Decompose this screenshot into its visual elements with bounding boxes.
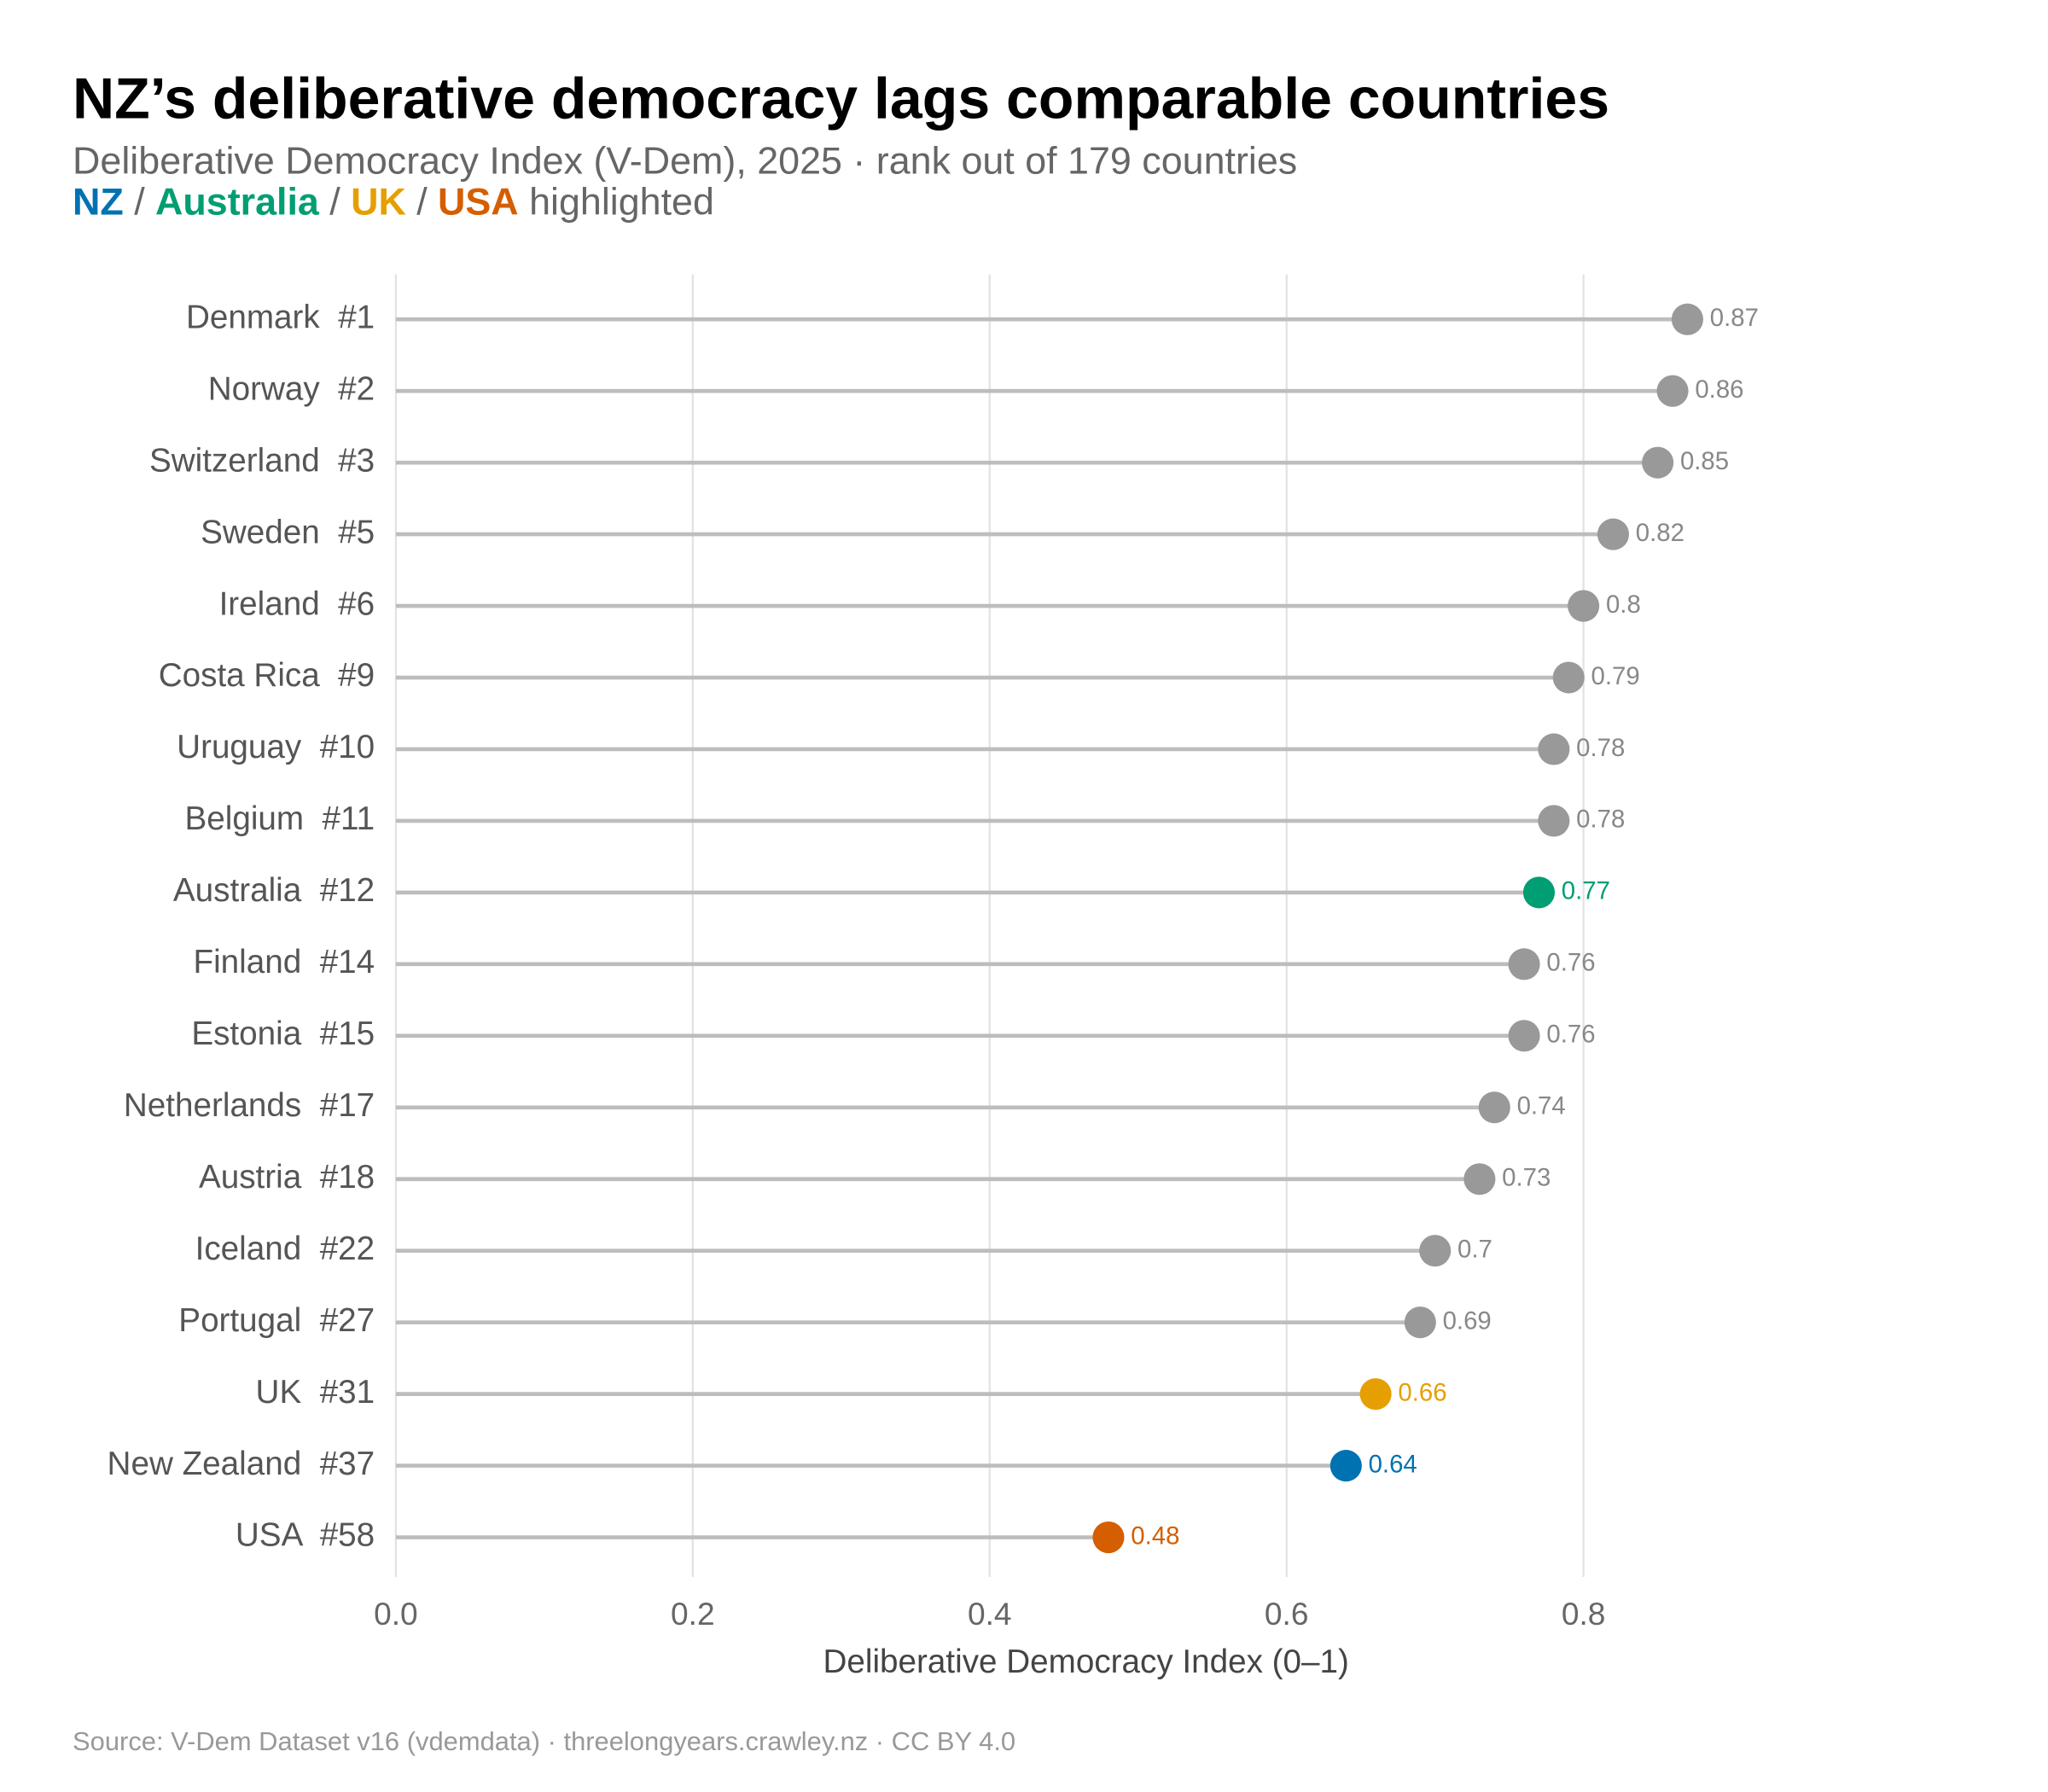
y-tick-label: Ireland #6 bbox=[219, 585, 375, 622]
x-tick-label: 0.0 bbox=[374, 1596, 418, 1632]
highlight-suffix: highlighted bbox=[529, 180, 714, 224]
y-tick-label: Estonia #15 bbox=[191, 1015, 375, 1052]
dot bbox=[1508, 948, 1540, 980]
dot bbox=[1568, 590, 1600, 622]
highlight-name: Australia bbox=[155, 180, 320, 224]
dot bbox=[1642, 446, 1674, 479]
y-tick-label: Norway #2 bbox=[208, 370, 375, 407]
y-tick-label: USA #58 bbox=[236, 1517, 375, 1554]
value-label: 0.85 bbox=[1680, 447, 1729, 475]
dot bbox=[1092, 1521, 1125, 1554]
dot bbox=[1552, 661, 1585, 694]
y-tick-label: Austria #18 bbox=[199, 1159, 375, 1196]
dot bbox=[1404, 1306, 1436, 1339]
dot bbox=[1329, 1450, 1362, 1482]
dot bbox=[1508, 1020, 1540, 1052]
value-label: 0.73 bbox=[1502, 1164, 1551, 1192]
caption: Source: V-Dem Dataset v16 (vdemdata) · t… bbox=[73, 1726, 1015, 1756]
y-tick-label: Denmark #1 bbox=[186, 299, 375, 335]
value-label: 0.76 bbox=[1546, 1021, 1595, 1049]
value-label: 0.69 bbox=[1443, 1306, 1492, 1335]
dot bbox=[1478, 1091, 1510, 1124]
chart-subtitle: Deliberative Democracy Index (V-Dem), 20… bbox=[73, 139, 1297, 183]
value-label: 0.77 bbox=[1562, 877, 1610, 905]
x-tick-label: 0.8 bbox=[1562, 1596, 1606, 1632]
x-tick-label: 0.4 bbox=[968, 1596, 1012, 1632]
value-label: 0.86 bbox=[1695, 375, 1743, 404]
y-tick-label: UK #31 bbox=[256, 1374, 375, 1411]
dot bbox=[1538, 805, 1570, 837]
highlight-name: USA bbox=[438, 180, 519, 224]
dot bbox=[1359, 1378, 1392, 1411]
y-tick-label: Uruguay #10 bbox=[177, 729, 375, 765]
dot bbox=[1522, 876, 1556, 909]
separator: / bbox=[329, 180, 340, 224]
y-tick-label: Iceland #22 bbox=[195, 1231, 375, 1267]
value-label: 0.74 bbox=[1517, 1092, 1566, 1120]
value-label: 0.76 bbox=[1546, 949, 1595, 977]
y-tick-label: Costa Rica #9 bbox=[159, 657, 375, 694]
x-tick-label: 0.2 bbox=[671, 1596, 715, 1632]
dot bbox=[1671, 303, 1704, 335]
y-tick-label: Netherlands #17 bbox=[124, 1087, 375, 1124]
highlight-legend: NZ / Australia / UK / USA highlighted bbox=[73, 180, 714, 224]
dot bbox=[1656, 375, 1689, 407]
separator: / bbox=[416, 180, 428, 224]
y-tick-label: Portugal #27 bbox=[178, 1302, 375, 1339]
dot bbox=[1419, 1235, 1452, 1267]
y-tick-label: Switzerland #3 bbox=[149, 442, 375, 479]
value-label: 0.66 bbox=[1398, 1378, 1446, 1406]
dot bbox=[1463, 1163, 1496, 1196]
x-tick-label: 0.6 bbox=[1265, 1596, 1309, 1632]
y-tick-label: Finland #14 bbox=[193, 944, 375, 980]
value-label: 0.79 bbox=[1591, 662, 1640, 690]
highlight-name: NZ bbox=[73, 180, 124, 224]
y-tick-label: New Zealand #37 bbox=[108, 1446, 375, 1482]
value-label: 0.7 bbox=[1457, 1235, 1492, 1263]
y-tick-label: Belgium #11 bbox=[184, 800, 375, 837]
highlight-name: UK bbox=[351, 180, 406, 224]
value-label: 0.87 bbox=[1710, 304, 1759, 332]
value-label: 0.78 bbox=[1576, 734, 1625, 762]
value-label: 0.8 bbox=[1606, 591, 1641, 619]
y-tick-label: Australia #12 bbox=[173, 872, 375, 909]
dot bbox=[1597, 518, 1630, 550]
x-axis-title: Deliberative Democracy Index (0–1) bbox=[823, 1644, 1348, 1680]
value-label: 0.48 bbox=[1131, 1521, 1179, 1550]
value-label: 0.64 bbox=[1369, 1450, 1417, 1478]
separator: / bbox=[134, 180, 145, 224]
chart-title: NZ’s deliberative democracy lags compara… bbox=[73, 67, 1609, 131]
y-tick-label: Sweden #5 bbox=[201, 514, 375, 550]
value-label: 0.82 bbox=[1636, 519, 1684, 547]
dot bbox=[1538, 733, 1570, 765]
value-label: 0.78 bbox=[1576, 806, 1625, 834]
